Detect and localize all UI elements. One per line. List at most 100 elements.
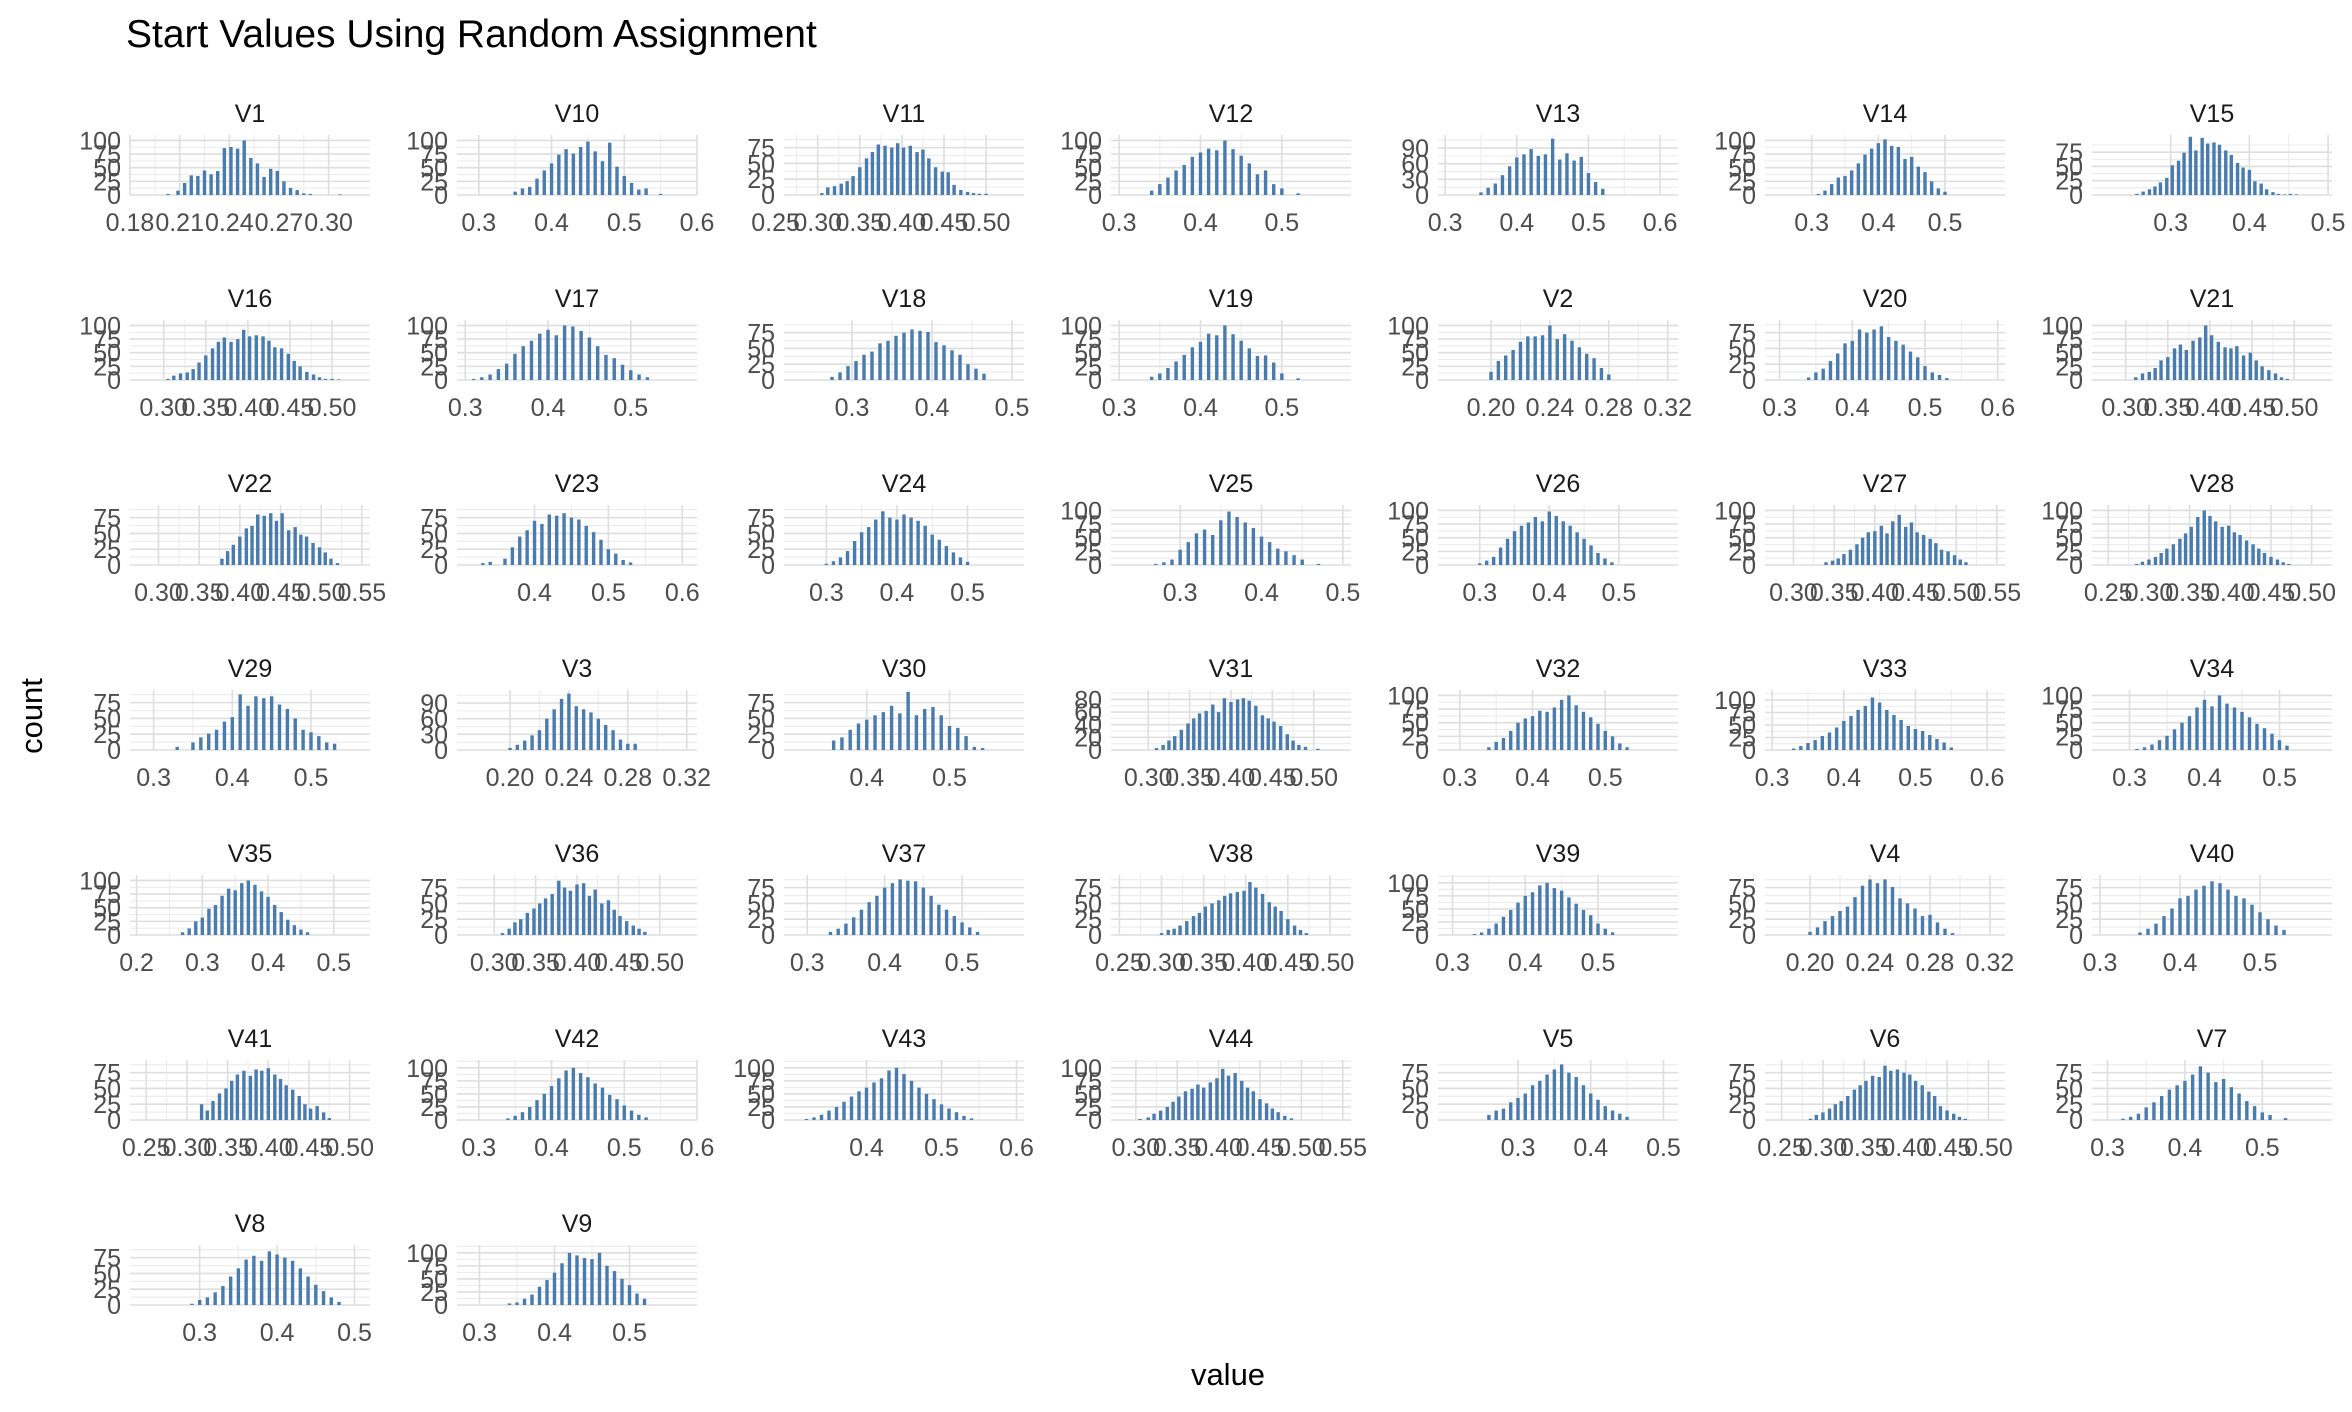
histogram-bar xyxy=(1239,340,1243,380)
histogram-bar xyxy=(804,1118,809,1120)
histogram-bar xyxy=(242,1070,246,1120)
y-tick-label: 75 xyxy=(2055,1060,2083,1088)
histogram-bar xyxy=(2198,1066,2203,1120)
histogram-bar xyxy=(2258,912,2262,935)
facet-strip-label: V13 xyxy=(1536,100,1580,128)
histogram-bar xyxy=(1166,929,1170,935)
histogram-bar xyxy=(240,883,244,935)
histogram-bar xyxy=(1574,1077,1578,1120)
y-tick-label: 50 xyxy=(747,520,775,548)
histogram-bar xyxy=(1540,521,1545,565)
y-tick-label: 75 xyxy=(2055,875,2083,903)
histogram-bar xyxy=(644,1117,648,1120)
y-tick-label: 50 xyxy=(93,340,121,368)
histogram-bar xyxy=(1186,542,1190,565)
y-tick-label: 50 xyxy=(1074,525,1102,553)
histogram-bar xyxy=(1215,1078,1219,1120)
x-tick-label: 0.4 xyxy=(880,579,915,607)
y-tick-label: 50 xyxy=(1401,525,1429,553)
x-tick-label: 0.30 xyxy=(470,949,519,977)
facet-strip-label: V4 xyxy=(1870,840,1901,868)
histogram-bar xyxy=(2178,898,2182,935)
histogram-bar xyxy=(235,148,240,195)
x-tick-label: 0.25 xyxy=(1757,1134,1806,1162)
histogram-bar xyxy=(298,366,302,380)
histogram-bar xyxy=(864,158,869,195)
histogram-bar xyxy=(1138,1118,1142,1120)
histogram-bar xyxy=(845,181,849,195)
y-tick-label: 50 xyxy=(2055,153,2083,181)
histogram-bar xyxy=(1857,329,1862,380)
histogram-bar xyxy=(279,348,284,380)
x-tick-label: 0.40 xyxy=(1850,579,1899,607)
y-tick-label: 75 xyxy=(93,505,121,533)
y-tick-label: 100 xyxy=(79,867,121,895)
histogram-bar xyxy=(1842,721,1846,750)
histogram-bar xyxy=(629,1110,634,1120)
histogram-bar xyxy=(1538,885,1542,935)
histogram-bar xyxy=(882,887,887,935)
histogram-bar xyxy=(1273,906,1277,935)
histogram-bar xyxy=(637,189,641,195)
x-tick-label: 0.4 xyxy=(534,209,569,237)
histogram-bar xyxy=(246,880,251,935)
histogram-bar xyxy=(2165,548,2169,565)
histogram-bar xyxy=(612,909,616,935)
y-tick-label: 0 xyxy=(761,367,775,395)
histogram-bar xyxy=(589,712,593,750)
y-tick-label: 0 xyxy=(1742,367,1756,395)
histogram-bar xyxy=(2144,1107,2148,1120)
histogram-bar xyxy=(939,715,943,750)
histogram-bar xyxy=(1538,1080,1542,1120)
histogram-bar xyxy=(254,1069,258,1120)
x-tick-label: 0.50 xyxy=(1277,1134,1326,1162)
x-tick-label: 0.5 xyxy=(316,949,351,977)
histogram-bar xyxy=(937,904,941,935)
histogram-bar xyxy=(496,369,501,380)
histogram-bar xyxy=(1568,525,1572,565)
histogram-bar xyxy=(521,346,525,380)
histogram-bar xyxy=(1241,698,1246,750)
y-axis-title: count xyxy=(14,678,49,754)
histogram-bar xyxy=(286,530,291,565)
histogram-bar xyxy=(255,163,260,195)
histogram-bar xyxy=(247,336,252,380)
histogram-bar xyxy=(1928,538,1932,565)
histogram-bar xyxy=(303,1104,307,1120)
histogram-bar xyxy=(1526,336,1530,380)
histogram-bar xyxy=(205,1297,210,1305)
histogram-bar xyxy=(618,916,622,935)
histogram-bar xyxy=(2142,747,2147,750)
histogram-bar xyxy=(965,561,970,565)
histogram-bar xyxy=(931,707,935,750)
x-tick-label: 0.3 xyxy=(1163,579,1198,607)
x-tick-label: 0.45 xyxy=(2228,394,2277,422)
histogram-bar xyxy=(2247,717,2252,750)
histogram-bar xyxy=(1836,353,1840,380)
histogram-bar xyxy=(1935,739,1939,750)
histogram-bar xyxy=(895,519,899,565)
histogram-bar xyxy=(1178,549,1182,565)
histogram-bar xyxy=(1263,170,1268,195)
histogram-bar xyxy=(1276,1112,1280,1120)
facet-strip-label: V30 xyxy=(882,655,926,683)
histogram-bar xyxy=(1958,559,1962,565)
y-tick-label: 50 xyxy=(1728,1075,1756,1103)
histogram-bar xyxy=(1523,895,1527,935)
histogram-bar xyxy=(1518,341,1523,380)
histogram-bar xyxy=(549,1086,554,1120)
histogram-bar xyxy=(1533,336,1537,380)
x-tick-label: 0.35 xyxy=(1179,949,1228,977)
histogram-bar xyxy=(658,193,663,195)
x-tick-label: 0.28 xyxy=(1906,949,1955,977)
histogram-bar xyxy=(1916,166,1921,195)
histogram-bar xyxy=(500,933,505,935)
y-tick-label: 25 xyxy=(420,906,448,934)
histogram-bar xyxy=(969,1118,974,1120)
y-tick-label: 25 xyxy=(1074,1094,1102,1122)
histogram-bar xyxy=(200,917,205,935)
histogram-bar xyxy=(1217,900,1221,935)
